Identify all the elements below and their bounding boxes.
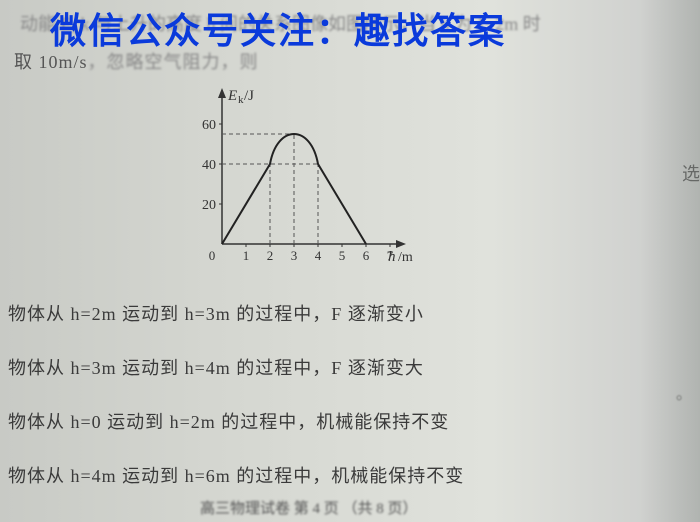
svg-text:1: 1 bbox=[243, 248, 250, 263]
svg-text:h: h bbox=[388, 249, 396, 265]
svg-text:3: 3 bbox=[291, 248, 298, 263]
option-b: 物体从 h=3m 运动到 h=4m 的过程中，F 逐渐变大 bbox=[8, 354, 680, 380]
svg-text:60: 60 bbox=[202, 118, 216, 133]
option-a: 物体从 h=2m 运动到 h=3m 的过程中，F 逐渐变小 bbox=[8, 300, 680, 326]
line2-part-b: ，忽略空气阻力，则 bbox=[88, 52, 259, 72]
svg-text:0: 0 bbox=[209, 248, 216, 263]
svg-text:6: 6 bbox=[363, 248, 370, 263]
svg-text:20: 20 bbox=[202, 198, 216, 213]
page-footer: 高三物理试卷 第 4 页 （共 8 页） bbox=[200, 497, 418, 518]
watermark-overlay: 微信公众号关注：趣找答案 bbox=[50, 2, 506, 54]
option-c: 物体从 h=0 运动到 h=2m 的过程中，机械能保持不变 bbox=[8, 408, 680, 434]
side-cut-char: 选 bbox=[682, 160, 700, 186]
option-d: 物体从 h=4m 运动到 h=6m 的过程中，机械能保持不变 bbox=[8, 462, 680, 488]
svg-text:E: E bbox=[227, 88, 237, 104]
svg-text:5: 5 bbox=[339, 248, 346, 263]
line2-part-a: 取 10m/s bbox=[14, 52, 88, 72]
svg-text:4: 4 bbox=[315, 248, 322, 263]
energy-height-chart: 20406012345670Ek/Jh/m bbox=[180, 84, 420, 274]
side-cut-char2: 。 bbox=[676, 380, 692, 404]
svg-text:/J: /J bbox=[244, 88, 254, 104]
answer-options: 物体从 h=2m 运动到 h=3m 的过程中，F 逐渐变小 物体从 h=3m 运… bbox=[8, 300, 680, 516]
svg-text:/m: /m bbox=[398, 250, 413, 265]
svg-text:40: 40 bbox=[202, 158, 216, 173]
svg-text:2: 2 bbox=[267, 248, 274, 263]
